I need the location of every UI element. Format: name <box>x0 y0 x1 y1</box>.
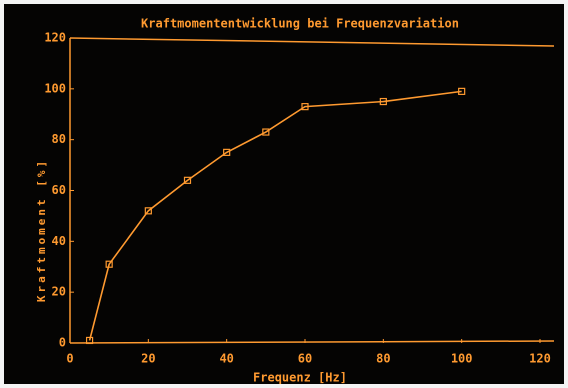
x-tick-label: 0 <box>66 352 73 366</box>
x-tick-label: 40 <box>219 352 233 366</box>
chart: Kraftmomententwicklung bei Frequenzvaria… <box>0 0 568 388</box>
y-tick-label: 20 <box>52 285 66 299</box>
y-tick-label: 80 <box>52 132 66 146</box>
x-tick-label: 60 <box>298 352 312 366</box>
x-tick-label: 100 <box>451 352 473 366</box>
y-tick-label: 100 <box>44 81 66 95</box>
x-tick-label: 20 <box>141 352 155 366</box>
y-tick-label: 0 <box>59 336 66 350</box>
x-axis-label: Frequenz [Hz] <box>253 371 347 385</box>
chart-title: Kraftmomententwicklung bei Frequenzvaria… <box>141 17 459 31</box>
x-tick-label: 80 <box>376 352 390 366</box>
x-tick-label: 120 <box>529 352 551 366</box>
y-tick-label: 120 <box>44 31 66 45</box>
screen <box>4 4 564 384</box>
page: {"chart_data": {"type": "line", "title":… <box>0 0 568 388</box>
y-tick-label: 60 <box>52 183 66 197</box>
y-tick-label: 40 <box>52 234 66 248</box>
y-axis-label: Kraftmoment [%] <box>35 158 48 302</box>
